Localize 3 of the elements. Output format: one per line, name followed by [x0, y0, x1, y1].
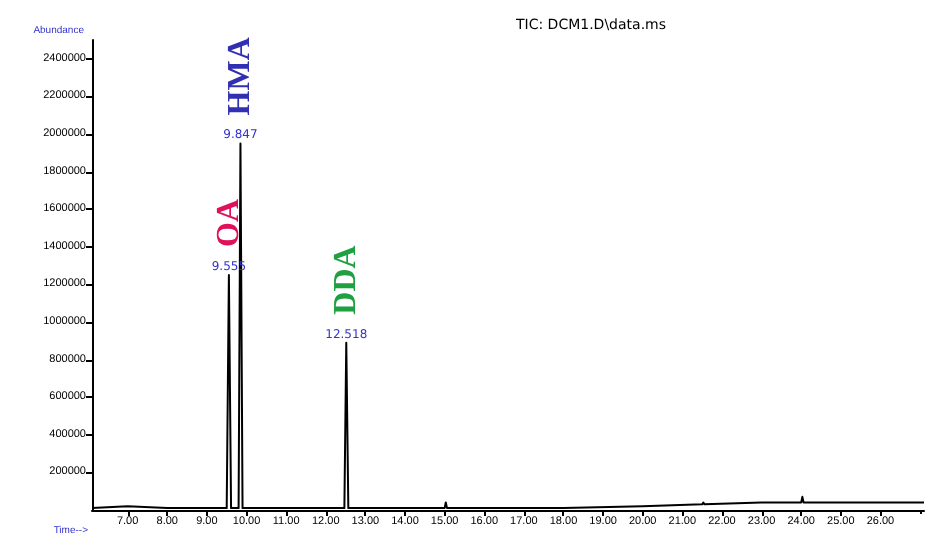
annotation: OA: [211, 198, 246, 247]
annotation: HMA: [223, 36, 258, 116]
annotation: DDA: [329, 244, 364, 315]
